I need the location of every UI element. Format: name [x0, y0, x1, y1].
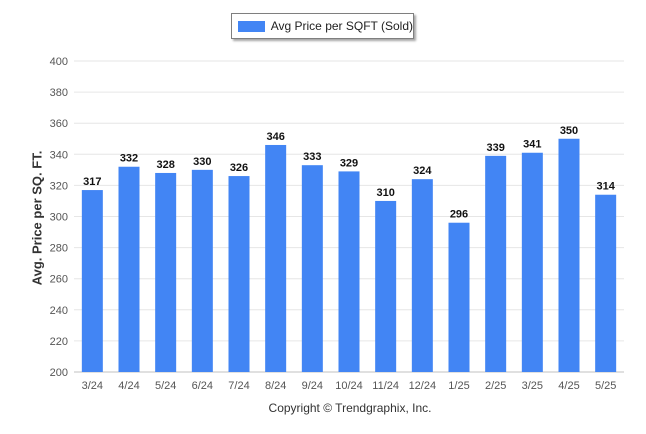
x-tick-label: 4/25 — [558, 380, 579, 392]
y-tick-label: 200 — [50, 367, 68, 379]
y-tick-label: 240 — [50, 305, 68, 317]
data-label: 324 — [413, 165, 432, 177]
data-label: 296 — [450, 209, 468, 221]
legend-swatch — [238, 20, 265, 32]
bar — [118, 166, 140, 372]
y-tick-label: 300 — [50, 212, 68, 224]
legend-label: Avg Price per SQFT (Sold) — [270, 19, 413, 33]
y-tick-label: 220 — [50, 336, 68, 348]
data-label: 339 — [486, 142, 504, 154]
x-tick-label: 3/25 — [522, 380, 543, 392]
bar — [375, 200, 397, 372]
y-tick-label: 260 — [50, 274, 68, 286]
x-tick-label: 6/24 — [192, 380, 213, 392]
y-tick-label: 320 — [50, 180, 68, 192]
bar — [338, 171, 360, 372]
x-tick-label: 5/25 — [595, 380, 616, 392]
y-tick-label: 280 — [50, 243, 68, 255]
legend: Avg Price per SQFT (Sold) — [231, 13, 414, 39]
data-label: 332 — [120, 153, 138, 165]
y-tick-label: 340 — [50, 149, 68, 161]
data-label: 350 — [560, 125, 578, 137]
data-label: 326 — [230, 162, 248, 174]
y-tick-label: 380 — [50, 87, 68, 99]
x-tick-label: 4/24 — [118, 380, 139, 392]
data-label: 317 — [83, 176, 101, 188]
data-label: 328 — [156, 159, 174, 171]
bar — [558, 138, 580, 372]
x-tick-label: 9/24 — [302, 380, 323, 392]
bar — [155, 172, 177, 372]
bar — [81, 190, 103, 372]
data-label: 310 — [376, 187, 394, 199]
bar — [228, 176, 250, 372]
data-label: 333 — [303, 151, 321, 163]
data-label: 346 — [266, 131, 284, 143]
bar — [411, 179, 433, 372]
x-tick-label: 7/24 — [228, 380, 249, 392]
copyright-footer: Copyright © Trendgraphix, Inc. — [268, 401, 432, 415]
x-tick-label: 1/25 — [448, 380, 469, 392]
bar — [485, 155, 507, 372]
x-tick-label: 12/24 — [409, 380, 437, 392]
bar — [191, 169, 213, 372]
y-tick-label: 360 — [50, 118, 68, 130]
data-label: 314 — [596, 181, 615, 193]
data-label: 329 — [340, 157, 358, 169]
x-tick-label: 5/24 — [155, 380, 176, 392]
bar — [595, 194, 617, 372]
bar — [301, 165, 323, 372]
x-tick-label: 8/24 — [265, 380, 286, 392]
data-label: 330 — [193, 156, 211, 168]
bar — [521, 152, 543, 372]
bar — [265, 144, 287, 372]
bar — [448, 222, 470, 372]
x-tick-label: 11/24 — [372, 380, 399, 392]
y-tick-label: 400 — [50, 56, 68, 68]
x-tick-label: 2/25 — [485, 380, 506, 392]
data-label: 341 — [523, 139, 541, 151]
x-tick-label: 10/24 — [335, 380, 363, 392]
x-tick-label: 3/24 — [82, 380, 103, 392]
